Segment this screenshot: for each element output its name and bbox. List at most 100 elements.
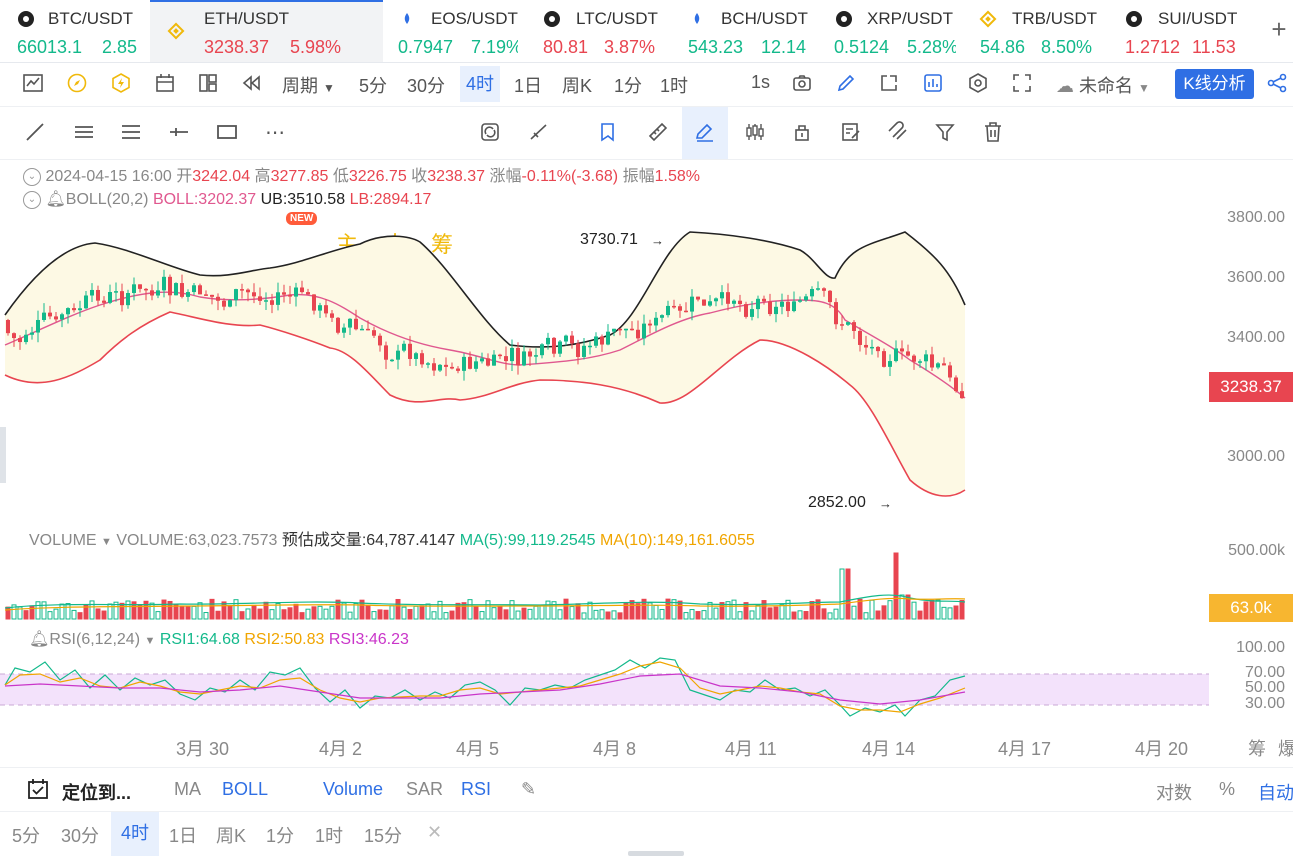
interval-30m[interactable]: 30分	[407, 76, 446, 96]
quick-interval[interactable]: 周K	[216, 826, 247, 846]
interval-1m[interactable]: 1分	[614, 76, 643, 96]
boll-toggle[interactable]: BOLL	[222, 779, 269, 799]
compass-icon[interactable]	[66, 72, 88, 94]
ray-icon[interactable]	[168, 121, 190, 143]
log-scale-toggle[interactable]: 对数	[1156, 783, 1192, 803]
parallel-lines-icon[interactable]	[73, 121, 95, 143]
period-dropdown[interactable]: 周期 ▼	[282, 76, 335, 96]
volume-toggle[interactable]: Volume	[323, 779, 384, 799]
candle-body	[702, 299, 706, 306]
copy-icon[interactable]	[598, 121, 620, 143]
ticker-btc[interactable]: BTC/USDT 66013.1 2.85	[0, 0, 150, 62]
measure-icon[interactable]	[528, 121, 550, 143]
ticker-eth[interactable]: ETH/USDT 3238.37 5.98%	[150, 0, 383, 62]
chips-tab[interactable]: 筹	[1248, 739, 1266, 759]
rsi-chart[interactable]	[0, 655, 1209, 725]
pencil-icon[interactable]	[835, 72, 857, 94]
quick-interval[interactable]: 1分	[266, 826, 295, 846]
candle-body	[846, 322, 850, 325]
ticker-sui[interactable]: SUI/USDT 1.2712 11.53	[1108, 0, 1246, 62]
volume-bar	[179, 606, 185, 620]
candles-icon[interactable]	[744, 121, 766, 143]
caret-down-icon[interactable]: ▼	[101, 536, 112, 548]
ticker-bch[interactable]: BCH/USDT 543.23 12.14	[673, 0, 808, 62]
date-tick: 4月 8	[593, 739, 637, 759]
edit-note-icon[interactable]	[840, 121, 862, 143]
camera-icon[interactable]	[791, 72, 813, 94]
lock-icon[interactable]	[791, 121, 813, 143]
quick-interval[interactable]: 1时	[315, 826, 344, 846]
kline-analysis-button[interactable]: K线分析	[1175, 69, 1254, 99]
interval-1h[interactable]: 1时	[660, 76, 689, 96]
auto-scale-toggle[interactable]: 自动	[1258, 783, 1293, 803]
caret-down-icon[interactable]: ▼	[144, 635, 156, 647]
candle-body	[840, 324, 844, 326]
flash-icon[interactable]	[110, 72, 132, 94]
collapse-icon[interactable]: ⌄	[23, 167, 41, 186]
calendar-icon[interactable]	[154, 72, 176, 94]
ruler-icon[interactable]	[647, 121, 669, 143]
trash-icon[interactable]	[982, 121, 1004, 143]
layout-dropdown[interactable]: ☁ 未命名 ▼	[1056, 76, 1150, 96]
rsi-toggle[interactable]: RSI	[461, 779, 492, 799]
collapse-icon[interactable]: ⌄	[23, 190, 41, 209]
volume-bar	[185, 605, 191, 620]
quick-interval[interactable]: 5分	[12, 826, 41, 846]
magnet-icon[interactable]	[887, 121, 909, 143]
share-icon[interactable]	[1266, 72, 1288, 94]
calendar-check-icon[interactable]	[26, 777, 50, 801]
interval-1d[interactable]: 1日	[514, 76, 543, 96]
volume-bar	[23, 610, 29, 620]
ticker-xrp[interactable]: XRP/USDT 0.5124 5.28%	[818, 0, 956, 62]
quick-interval[interactable]: 15分	[364, 826, 403, 846]
quick-interval[interactable]: 30分	[61, 826, 100, 846]
ticker-price: 54.86	[980, 37, 1026, 57]
ma-toggle[interactable]: MA	[174, 779, 201, 799]
layout-icon[interactable]	[197, 72, 219, 94]
price-chart[interactable]: 3730.71 → 2852.00 →	[0, 150, 1209, 520]
expand-icon[interactable]	[878, 72, 900, 94]
bell-icon[interactable]: 🔔︎	[45, 191, 66, 208]
ticker-eos[interactable]: EOS/USDT 0.7947 7.19%	[383, 0, 518, 62]
edit-indicators-icon[interactable]: ✎	[521, 779, 537, 799]
quick-interval-selected[interactable]: 4时	[111, 812, 159, 856]
rewind-icon[interactable]	[240, 72, 262, 94]
locate-button[interactable]: 定位到...	[62, 783, 132, 803]
add-ticker-button[interactable]: +	[1271, 14, 1287, 44]
resize-handle[interactable]	[628, 851, 684, 856]
sar-toggle[interactable]: SAR	[406, 779, 444, 799]
chips-button[interactable]: 筹	[431, 232, 454, 257]
bell-icon[interactable]: 🔔︎	[29, 631, 50, 648]
interval-4h[interactable]: 4时	[460, 66, 501, 102]
trendline-icon[interactable]	[24, 121, 46, 143]
filter-icon[interactable]	[934, 121, 956, 143]
draw-tool-selected[interactable]	[682, 107, 728, 159]
interval-5m[interactable]: 5分	[359, 76, 388, 96]
burst-tab[interactable]: 爆	[1278, 739, 1293, 759]
volume-bar	[65, 603, 71, 620]
chart-icon[interactable]	[22, 72, 44, 94]
candle-body	[510, 347, 514, 362]
more-icon[interactable]: ⋯	[265, 122, 285, 144]
candle-body	[36, 319, 40, 333]
candle-body	[930, 354, 934, 368]
ticker-ltc[interactable]: LTC/USDT 80.81 3.87%	[528, 0, 668, 62]
quick-interval[interactable]: 1日	[169, 826, 198, 846]
volume-title[interactable]: VOLUME	[29, 532, 97, 549]
indicator-icon[interactable]	[922, 72, 944, 94]
sync-icon[interactable]	[479, 121, 501, 143]
percent-scale-toggle[interactable]: %	[1219, 779, 1236, 799]
rectangle-icon[interactable]	[216, 121, 238, 143]
volume-bar	[95, 608, 101, 620]
fullscreen-icon[interactable]	[1011, 72, 1033, 94]
interval-1w[interactable]: 周K	[562, 76, 593, 96]
volume-bar	[857, 598, 863, 620]
close-icon[interactable]: ✕	[427, 822, 443, 842]
settings-icon[interactable]	[967, 72, 989, 94]
horizontal-lines-icon[interactable]	[120, 121, 142, 143]
volume-bar	[653, 604, 659, 620]
volume-chart[interactable]	[0, 545, 1209, 623]
left-panel-handle[interactable]	[0, 427, 6, 483]
refresh-rate[interactable]: 1s	[751, 72, 771, 92]
ticker-trb[interactable]: TRB/USDT 54.86 8.50%	[963, 0, 1101, 62]
